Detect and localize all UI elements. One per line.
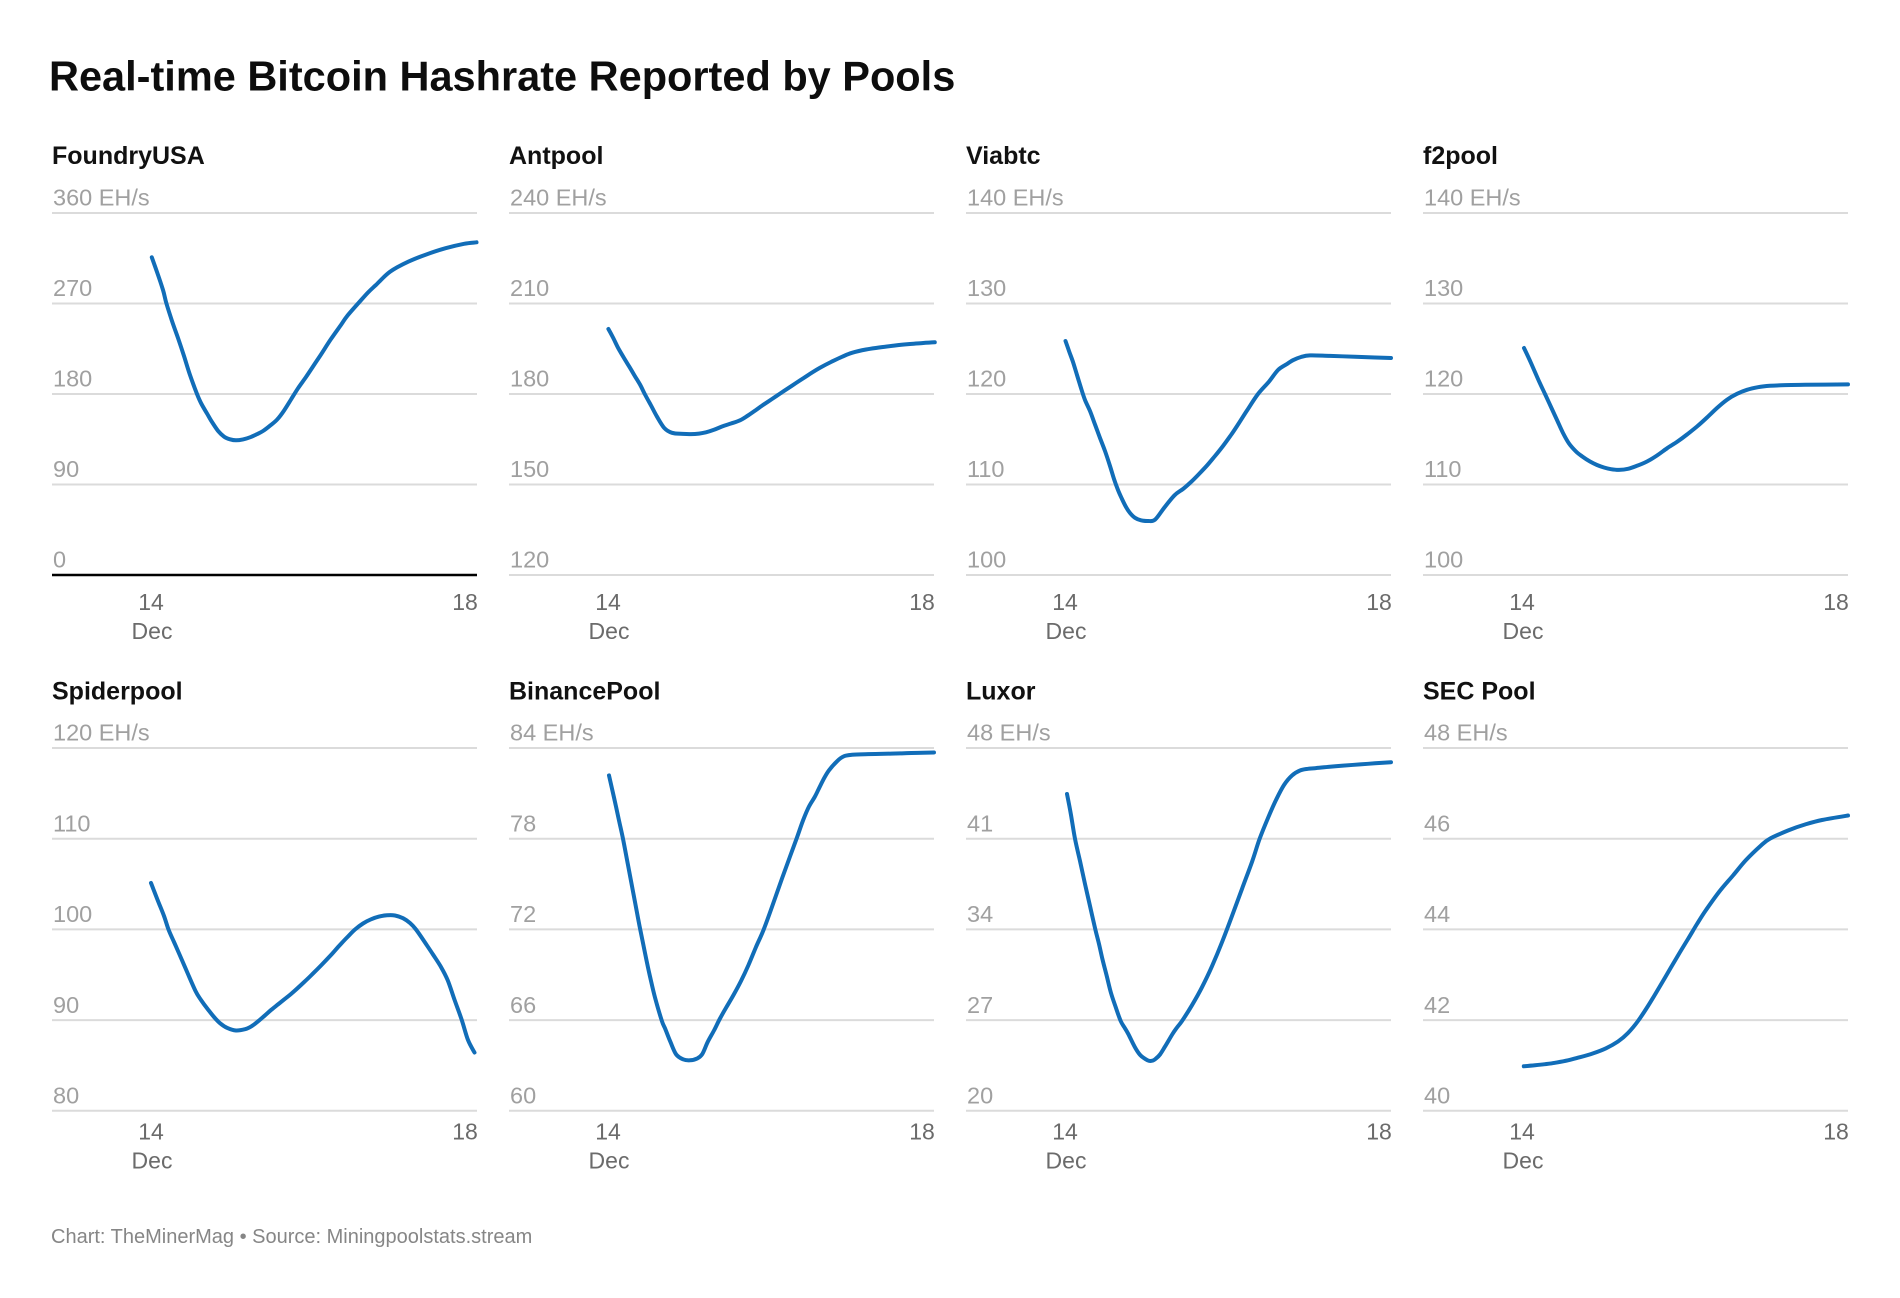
svg-text:140 EH/s: 140 EH/s bbox=[967, 185, 1064, 211]
svg-text:BinancePool: BinancePool bbox=[509, 678, 660, 706]
svg-text:0: 0 bbox=[53, 547, 66, 573]
svg-text:48 EH/s: 48 EH/s bbox=[1424, 720, 1508, 746]
svg-text:110: 110 bbox=[53, 810, 90, 836]
svg-text:Dec: Dec bbox=[132, 618, 173, 644]
svg-text:18: 18 bbox=[1823, 1118, 1849, 1144]
svg-text:18: 18 bbox=[909, 589, 935, 615]
svg-text:42: 42 bbox=[1424, 992, 1450, 1018]
svg-text:18: 18 bbox=[452, 589, 478, 615]
svg-text:Luxor: Luxor bbox=[966, 678, 1036, 706]
svg-text:66: 66 bbox=[510, 992, 536, 1018]
svg-text:150: 150 bbox=[510, 456, 549, 482]
svg-text:41: 41 bbox=[967, 810, 993, 836]
svg-text:Antpool: Antpool bbox=[509, 142, 603, 170]
svg-text:240 EH/s: 240 EH/s bbox=[510, 185, 607, 211]
svg-text:44: 44 bbox=[1424, 901, 1450, 927]
svg-text:27: 27 bbox=[967, 992, 993, 1018]
svg-text:100: 100 bbox=[1424, 547, 1463, 573]
svg-text:140 EH/s: 140 EH/s bbox=[1424, 185, 1521, 211]
svg-text:Dec: Dec bbox=[589, 618, 630, 644]
svg-text:90: 90 bbox=[53, 456, 79, 482]
svg-text:180: 180 bbox=[510, 366, 549, 392]
svg-text:210: 210 bbox=[510, 275, 549, 301]
svg-text:90: 90 bbox=[53, 992, 79, 1018]
svg-text:f2pool: f2pool bbox=[1423, 142, 1498, 170]
svg-text:180: 180 bbox=[53, 366, 92, 392]
svg-text:18: 18 bbox=[1366, 589, 1392, 615]
svg-text:Dec: Dec bbox=[132, 1147, 173, 1173]
svg-text:100: 100 bbox=[967, 547, 1006, 573]
svg-text:Dec: Dec bbox=[1046, 1147, 1087, 1173]
svg-text:40: 40 bbox=[1424, 1083, 1450, 1109]
svg-text:130: 130 bbox=[1424, 275, 1463, 301]
svg-text:80: 80 bbox=[53, 1083, 79, 1109]
svg-text:130: 130 bbox=[967, 275, 1006, 301]
svg-text:Dec: Dec bbox=[1046, 618, 1087, 644]
svg-text:120 EH/s: 120 EH/s bbox=[53, 720, 150, 746]
svg-text:14: 14 bbox=[1052, 589, 1078, 615]
svg-text:18: 18 bbox=[909, 1118, 935, 1144]
svg-text:46: 46 bbox=[1424, 810, 1450, 836]
svg-text:14: 14 bbox=[1052, 1118, 1078, 1144]
svg-text:360 EH/s: 360 EH/s bbox=[53, 185, 150, 211]
svg-text:120: 120 bbox=[967, 366, 1006, 392]
svg-text:78: 78 bbox=[510, 810, 536, 836]
svg-text:14: 14 bbox=[1509, 589, 1535, 615]
svg-text:60: 60 bbox=[510, 1083, 536, 1109]
svg-text:18: 18 bbox=[1823, 589, 1849, 615]
svg-text:14: 14 bbox=[1509, 1118, 1535, 1144]
svg-text:14: 14 bbox=[595, 589, 621, 615]
svg-text:Spiderpool: Spiderpool bbox=[52, 678, 183, 706]
svg-text:Dec: Dec bbox=[1503, 618, 1544, 644]
svg-text:20: 20 bbox=[967, 1083, 993, 1109]
svg-text:Viabtc: Viabtc bbox=[966, 142, 1041, 170]
svg-text:Real-time Bitcoin Hashrate Rep: Real-time Bitcoin Hashrate Reported by P… bbox=[49, 53, 955, 100]
svg-text:110: 110 bbox=[967, 456, 1004, 482]
svg-text:34: 34 bbox=[967, 901, 993, 927]
svg-text:Dec: Dec bbox=[1503, 1147, 1544, 1173]
svg-text:FoundryUSA: FoundryUSA bbox=[52, 142, 205, 170]
svg-text:18: 18 bbox=[1366, 1118, 1392, 1144]
svg-text:Dec: Dec bbox=[589, 1147, 630, 1173]
svg-text:48 EH/s: 48 EH/s bbox=[967, 720, 1051, 746]
svg-text:14: 14 bbox=[138, 589, 164, 615]
svg-text:14: 14 bbox=[595, 1118, 621, 1144]
svg-text:110: 110 bbox=[1424, 456, 1461, 482]
svg-text:72: 72 bbox=[510, 901, 536, 927]
svg-text:120: 120 bbox=[510, 547, 549, 573]
svg-text:100: 100 bbox=[53, 901, 92, 927]
svg-text:Chart: TheMinerMag • Source: M: Chart: TheMinerMag • Source: Miningpools… bbox=[51, 1226, 532, 1248]
svg-text:120: 120 bbox=[1424, 366, 1463, 392]
svg-text:270: 270 bbox=[53, 275, 92, 301]
svg-text:SEC Pool: SEC Pool bbox=[1423, 678, 1536, 706]
svg-text:14: 14 bbox=[138, 1118, 164, 1144]
svg-text:84 EH/s: 84 EH/s bbox=[510, 720, 594, 746]
svg-text:18: 18 bbox=[452, 1118, 478, 1144]
